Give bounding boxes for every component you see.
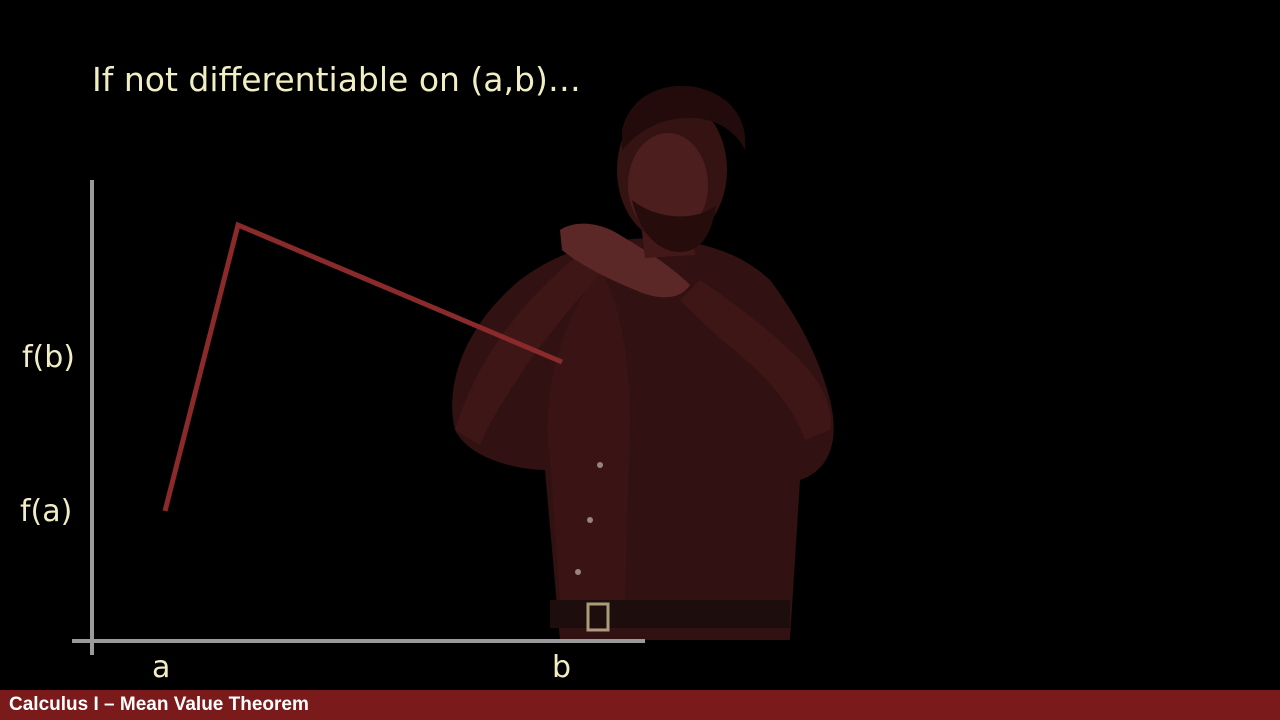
function-curve bbox=[162, 221, 563, 512]
footer-bar: Calculus I – Mean Value Theorem bbox=[0, 690, 1280, 720]
slide-title: If not differentiable on (a,b)… bbox=[92, 60, 581, 99]
function-graph bbox=[72, 85, 834, 655]
x-label-a: a bbox=[152, 650, 171, 685]
presenter-silhouette bbox=[452, 85, 834, 640]
y-label-f-of-b: f(b) bbox=[22, 340, 76, 375]
y-label-f-of-a: f(a) bbox=[20, 494, 73, 529]
x-label-b: b bbox=[552, 650, 572, 685]
footer-title: Calculus I – Mean Value Theorem bbox=[9, 694, 309, 715]
